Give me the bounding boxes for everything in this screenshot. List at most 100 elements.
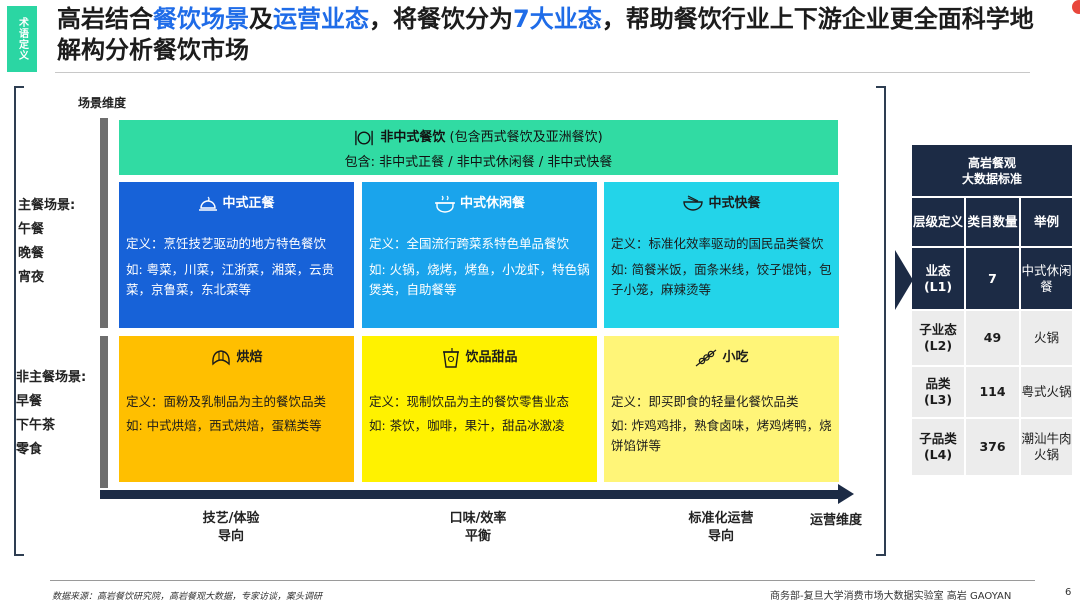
title-divider	[55, 72, 1030, 73]
croissant-icon	[212, 349, 231, 366]
title-highlight: 运营业态	[273, 5, 369, 33]
data-source: 数据来源：高岩餐饮研究院，高岩餐观大数据，专家访谈，案头调研	[52, 592, 323, 602]
table-header-row: 层级定义 类目数量 举例	[912, 198, 1072, 246]
title-highlight: 餐饮场景	[153, 5, 249, 33]
pointer-arrow-icon	[895, 250, 913, 310]
cell-examples: 如: 简餐米饭，面条米线，饺子馄饨，包子小笼，麻辣烫等	[611, 262, 832, 297]
non-main-scene-title: 非主餐场景:	[16, 370, 87, 385]
bowl-icon	[683, 194, 704, 211]
footer-credits: 商务部-复旦大学消费市场大数据实验室 高岩 GAOYAN	[770, 591, 1012, 602]
cell-definition: 定义：标准化效率驱动的国民品类餐饮	[611, 236, 824, 251]
cell-title: 饮品甜品	[465, 350, 518, 365]
cell-chinese-casual: 中式休闲餐 定义：全国流行跨菜系特色单品餐饮 如: 火锅，烧烤，烤鱼，小龙虾，特…	[362, 182, 597, 328]
frame-left-bracket	[14, 86, 24, 556]
title-highlight: 7大业态	[513, 5, 602, 33]
banner-title: 非中式餐饮	[380, 130, 446, 145]
footer-divider	[50, 580, 1035, 581]
title-text: 及	[249, 5, 273, 33]
banner-subtitle: (包含西式餐饮及亚洲餐饮)	[449, 130, 603, 145]
cell-examples: 如: 炸鸡鸡排，熟食卤味，烤鸡烤鸭，烧饼馅饼等	[611, 418, 832, 453]
x-dimension-label: 运营维度	[810, 513, 863, 528]
cell-definition: 定义：即买即食的轻量化餐饮品类	[611, 394, 799, 409]
x-axis-bar	[100, 490, 840, 499]
cell-title: 中式快餐	[708, 196, 761, 211]
y-dimension-label: 场景维度	[78, 96, 127, 110]
table-title: 高岩餐观 大数据标准	[912, 145, 1072, 196]
main-scene-label: 主餐场景: 午餐 晚餐 宵夜	[18, 194, 75, 290]
non-main-scene-item: 早餐	[16, 394, 43, 409]
cell-chinese-formal: 中式正餐 定义：烹饪技艺驱动的地方特色餐饮 如: 粤菜，川菜，江浙菜，湘菜，云贵…	[119, 182, 354, 328]
main-scene-item: 午餐	[18, 222, 45, 237]
title-text: ，将餐饮分为	[369, 5, 513, 33]
example-cell: 中式休闲餐	[1021, 248, 1072, 309]
level-cell: 子业态(L2)	[912, 311, 964, 365]
cell-examples: 如: 茶饮，咖啡，果汁，甜品冰激凌	[369, 418, 565, 433]
non-main-scene-label: 非主餐场景: 早餐 下午茶 零食	[16, 366, 86, 462]
x-label-line: 技艺/体验	[202, 511, 260, 526]
page-title: 高岩结合餐饮场景及运营业态，将餐饮分为7大业态，帮助餐饮行业上下游企业更全面科学…	[57, 4, 1047, 66]
cell-snacks: 小吃 定义：即买即食的轻量化餐饮品类 如: 炸鸡鸡排，熟食卤味，烤鸡烤鸭，烧饼馅…	[604, 336, 839, 482]
cell-definition: 定义：现制饮品为主的餐饮零售业态	[369, 394, 570, 409]
non-main-scene-item: 零食	[16, 442, 43, 457]
fork-knife-plate-icon	[355, 130, 374, 145]
main-scene-item: 晚餐	[18, 246, 45, 261]
hotpot-icon	[434, 195, 455, 213]
y-axis-non-main-bar	[100, 336, 108, 488]
table-title-line: 大数据标准	[961, 172, 1022, 186]
level-cell: 品类(L3)	[912, 367, 964, 417]
non-chinese-banner: 非中式餐饮 (包含西式餐饮及亚洲餐饮) 包含: 非中式正餐 / 非中式休闲餐 /…	[119, 120, 838, 175]
table-row: 品类(L3) 114 粤式火锅	[912, 367, 1072, 417]
cell-drinks: 饮品甜品 定义：现制饮品为主的餐饮零售业态 如: 茶饮，咖啡，果汁，甜品冰激凌	[362, 336, 597, 482]
column-header: 层级定义	[912, 198, 964, 246]
cell-chinese-fast: 中式快餐 定义：标准化效率驱动的国民品类餐饮 如: 简餐米饭，面条米线，饺子馄饨…	[604, 182, 839, 328]
example-cell: 粤式火锅	[1021, 367, 1072, 417]
page-number: 6	[1065, 587, 1072, 598]
table-row: 子业态(L2) 49 火锅	[912, 311, 1072, 365]
count-cell: 114	[966, 367, 1019, 417]
cell-title: 中式正餐	[222, 196, 275, 211]
table-row: 子品类(L4) 376 潮汕牛肉火锅	[912, 419, 1072, 475]
matrix-frame	[14, 86, 886, 556]
cell-examples: 如: 中式烘焙，西式烘焙，蛋糕类等	[126, 418, 322, 433]
non-main-scene-item: 下午茶	[16, 418, 56, 433]
y-axis-main-bar	[100, 118, 108, 328]
level-cell: 业态(L1)	[912, 248, 964, 309]
cell-examples: 如: 火锅，烧烤，烤鱼，小龙虾，特色锅煲类，自助餐等	[369, 262, 590, 297]
x-label: 口味/效率 平衡	[418, 510, 538, 546]
table-title-line: 高岩餐观	[967, 156, 1016, 170]
cell-title: 中式休闲餐	[459, 196, 525, 211]
cup-icon	[443, 347, 460, 368]
column-header: 类目数量	[966, 198, 1019, 246]
x-label-line: 口味/效率	[449, 511, 507, 526]
title-text: 高岩结合	[57, 5, 153, 33]
skewer-icon	[696, 349, 717, 366]
section-tag: 术语定义	[7, 6, 37, 72]
count-cell: 376	[966, 419, 1019, 475]
cell-definition: 定义：烹饪技艺驱动的地方特色餐饮	[126, 236, 327, 251]
column-header: 举例	[1021, 198, 1072, 246]
count-cell: 49	[966, 311, 1019, 365]
main-scene-item: 宵夜	[18, 270, 45, 285]
cloche-icon	[199, 196, 218, 211]
level-cell: 子品类(L4)	[912, 419, 964, 475]
banner-content: 包含: 非中式正餐 / 非中式休闲餐 / 非中式快餐	[344, 155, 613, 170]
x-label: 技艺/体验 导向	[171, 510, 291, 546]
frame-right-bracket	[876, 86, 886, 556]
count-cell: 7	[966, 248, 1019, 309]
x-label-line: 平衡	[464, 529, 491, 544]
cell-title: 小吃	[722, 350, 749, 365]
title-text: ，帮助餐饮行业上下游企业更全面科学地解构分析餐饮市场	[57, 5, 1034, 64]
x-label-line: 标准化运营	[688, 511, 754, 526]
example-cell: 火锅	[1021, 311, 1072, 365]
cell-definition: 定义：面粉及乳制品为主的餐饮品类	[126, 394, 327, 409]
x-label: 标准化运营 导向	[661, 510, 781, 546]
example-cell: 潮汕牛肉火锅	[1021, 419, 1072, 475]
x-label-line: 导向	[707, 529, 734, 544]
x-label-line: 导向	[217, 529, 244, 544]
logo-icon	[1072, 0, 1080, 14]
cell-examples: 如: 粤菜，川菜，江浙菜，湘菜，云贵菜，京鲁菜，东北菜等	[126, 262, 335, 297]
cell-definition: 定义：全国流行跨菜系特色单品餐饮	[369, 236, 570, 251]
table-row: 业态(L1) 7 中式休闲餐	[912, 248, 1072, 309]
cell-title: 烘焙	[236, 350, 263, 365]
cell-bakery: 烘焙 定义：面粉及乳制品为主的餐饮品类 如: 中式烘焙，西式烘焙，蛋糕类等	[119, 336, 354, 482]
